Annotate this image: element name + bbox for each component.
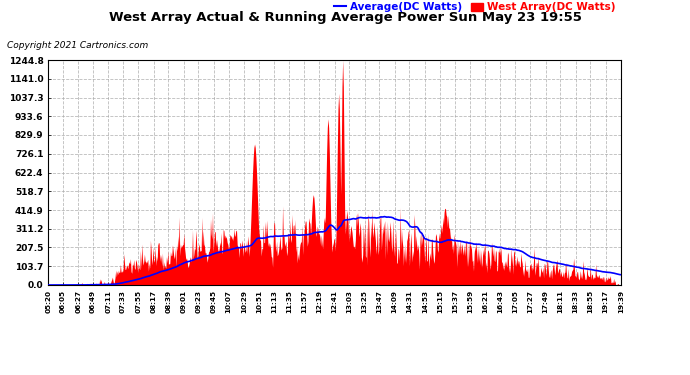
Text: West Array Actual & Running Average Power Sun May 23 19:55: West Array Actual & Running Average Powe… (108, 11, 582, 24)
Text: Copyright 2021 Cartronics.com: Copyright 2021 Cartronics.com (7, 41, 148, 50)
Legend: Average(DC Watts), West Array(DC Watts): Average(DC Watts), West Array(DC Watts) (333, 2, 615, 12)
